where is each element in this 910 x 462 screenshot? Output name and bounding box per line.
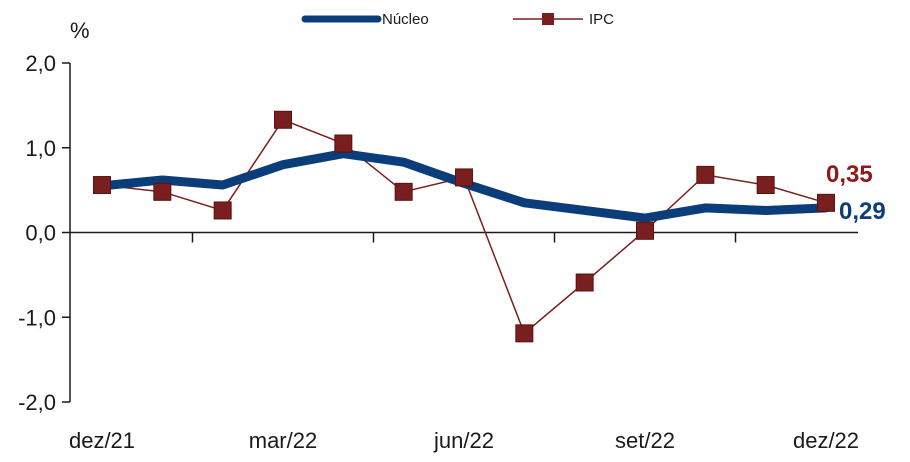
y-tick-label: 2,0 — [25, 51, 56, 76]
x-tick-label: mar/22 — [249, 428, 317, 453]
axes — [62, 62, 858, 403]
x-tick-label: jun/22 — [433, 428, 494, 453]
nucleo-end-label: 0,29 — [839, 198, 886, 225]
series-layer — [93, 110, 835, 343]
legend-ipc-marker — [542, 13, 554, 25]
ipc-data-point — [334, 134, 353, 153]
ipc-data-point — [394, 182, 413, 201]
legend-ipc-label: IPC — [589, 11, 614, 28]
ipc-data-point — [756, 176, 775, 195]
ipc-data-point — [636, 221, 654, 240]
ipc-data-point — [153, 182, 172, 201]
legend: Núcleo IPC — [301, 11, 614, 28]
legend-nucleo-label: Núcleo — [382, 11, 429, 28]
x-tick-label: dez/21 — [69, 428, 135, 453]
y-tick-label: -2,0 — [18, 390, 56, 415]
x-tick-labels: dez/21 mar/22 jun/22 set/22 dez/22 — [69, 428, 859, 453]
x-tick-label: dez/22 — [793, 428, 859, 453]
y-tick-labels: 2,0 1,0 0,0 -1,0 -2,0 — [18, 51, 56, 415]
ipc-series-line — [101, 118, 827, 335]
y-tick-label: -1,0 — [18, 305, 56, 330]
y-tick-label: 1,0 — [25, 136, 56, 161]
end-labels: 0,35 0,29 — [826, 161, 886, 225]
ipc-data-point — [817, 193, 835, 212]
ipc-data-point — [93, 176, 111, 195]
ipc-end-label: 0,35 — [826, 161, 873, 188]
ipc-data-point — [515, 324, 534, 343]
x-tick-label: set/22 — [615, 428, 675, 453]
ipc-data-point — [274, 110, 292, 129]
ipc-data-point — [696, 165, 715, 184]
ipc-data-point — [575, 273, 594, 292]
ipc-data-point — [455, 168, 473, 187]
y-tick-label: 0,0 — [25, 221, 56, 246]
y-axis-unit-label: % — [70, 18, 90, 43]
ipc-data-point — [213, 201, 232, 220]
